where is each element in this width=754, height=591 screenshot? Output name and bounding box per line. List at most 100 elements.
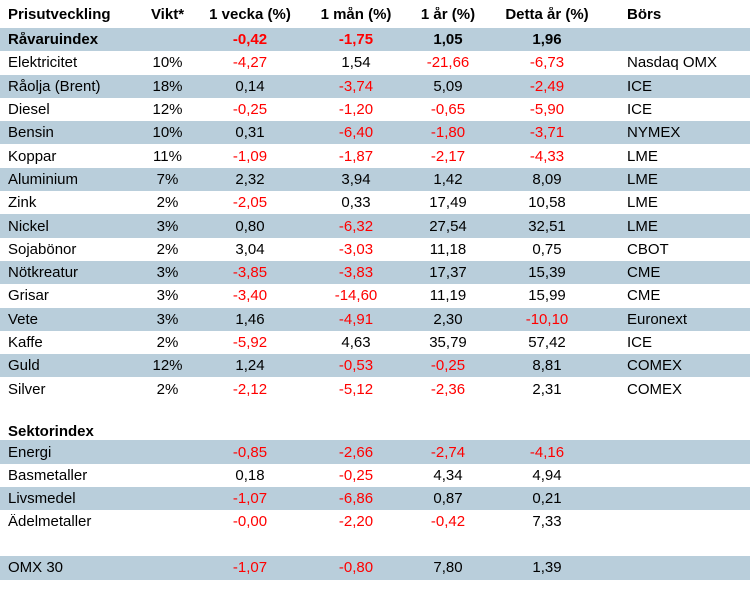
cell-exchange: ICE — [627, 78, 653, 94]
cell-year-change: 0,87 — [433, 491, 463, 507]
cell-week-change: -3,85 — [232, 265, 268, 281]
cell-month-change: -6,40 — [338, 125, 374, 141]
cell-year-change: -2,74 — [430, 444, 466, 460]
cell-exchange: LME — [627, 171, 658, 187]
cell-exchange: ICE — [627, 335, 653, 350]
table-row: Råvaruindex -0,42 -1,75 1,05 1,96 — [0, 28, 750, 52]
cell-weight: 3% — [156, 288, 179, 304]
cell-month-change: -0,53 — [338, 358, 374, 374]
cell-week-change: -0,42 — [232, 32, 268, 48]
cell-year-change: 2,30 — [433, 311, 463, 327]
table-row: Nötkreatur 3% -3,85 -3,83 17,37 15,39 CME — [0, 260, 750, 285]
cell-year-change: 1,05 — [433, 32, 463, 48]
cell-week-change: -4,27 — [232, 55, 268, 71]
cell-month-change: -1,20 — [338, 102, 374, 118]
cell-weight: 3% — [156, 311, 179, 327]
table-row: Livsmedel -1,07 -6,86 0,87 0,21 — [0, 487, 750, 511]
col-header-1-ar: 1 år (%) — [420, 6, 476, 22]
cell-ytd-change: 0,75 — [532, 241, 562, 257]
cell-name: Koppar — [8, 148, 57, 164]
cell-year-change: 17,37 — [429, 265, 467, 281]
cell-name: Zink — [8, 195, 37, 211]
cell-month-change: -0,80 — [338, 560, 374, 576]
cell-ytd-change: 0,21 — [532, 491, 562, 507]
table-row: Bensin 10% 0,31 -6,40 -1,80 -3,71 NYMEX — [0, 121, 750, 145]
cell-week-change: -1,07 — [232, 491, 268, 507]
cell-week-change: 0,80 — [235, 218, 265, 234]
cell-ytd-change: -4,33 — [529, 148, 565, 164]
cell-ytd-change: -3,71 — [529, 125, 565, 141]
cell-week-change: -1,07 — [232, 560, 268, 576]
section-header-row: Sektorindex — [0, 423, 750, 440]
cell-week-change: -2,12 — [232, 381, 268, 397]
cell-weight: 11% — [153, 148, 182, 164]
cell-weight: 12% — [152, 102, 183, 118]
cell-month-change: -6,86 — [338, 491, 374, 507]
cell-week-change: -0,00 — [232, 514, 268, 530]
cell-year-change: 4,34 — [433, 467, 463, 483]
cell-ytd-change: 8,09 — [532, 171, 562, 187]
cell-month-change: -3,83 — [338, 265, 374, 281]
cell-name: Vete — [8, 311, 39, 327]
cell-name: Grisar — [8, 288, 49, 304]
cell-ytd-change: 15,39 — [528, 265, 566, 281]
cell-weight: 10% — [152, 125, 183, 141]
cell-name: Ädelmetaller — [8, 514, 92, 530]
table-row: Nickel 3% 0,80 -6,32 27,54 32,51 LME — [0, 214, 750, 238]
cell-name: Råvaruindex — [8, 32, 99, 48]
col-header-1-man: 1 mån (%) — [320, 6, 392, 22]
cell-exchange: NYMEX — [627, 125, 681, 141]
cell-name: Silver — [8, 381, 46, 397]
cell-exchange: LME — [627, 195, 658, 211]
table-row: Aluminium 7% 2,32 3,94 1,42 8,09 LME — [0, 167, 750, 192]
cell-month-change: -1,75 — [338, 32, 374, 48]
cell-week-change: -3,40 — [232, 288, 268, 304]
cell-weight: 3% — [156, 218, 179, 234]
cell-week-change: -2,05 — [232, 195, 268, 211]
cell-ytd-change: 1,39 — [532, 560, 562, 576]
cell-year-change: 27,54 — [429, 218, 467, 234]
cell-year-change: 11,19 — [429, 288, 467, 304]
cell-ytd-change: -2,49 — [529, 78, 565, 94]
col-header-detta-ar: Detta år (%) — [505, 6, 589, 22]
cell-year-change: -0,65 — [430, 102, 466, 118]
cell-name: Livsmedel — [8, 491, 76, 507]
cell-ytd-change: 10,58 — [528, 195, 566, 211]
cell-name: Sojabönor — [8, 241, 77, 257]
cell-year-change: 17,49 — [429, 195, 467, 211]
cell-month-change: -1,87 — [338, 148, 374, 164]
cell-exchange: CBOT — [627, 241, 669, 257]
cell-ytd-change: 7,33 — [532, 514, 562, 530]
cell-exchange: CME — [627, 288, 661, 304]
cell-weight: 2% — [156, 195, 179, 211]
cell-weight: 2% — [156, 241, 179, 257]
cell-year-change: 11,18 — [429, 241, 467, 257]
cell-weight: 2% — [156, 335, 179, 350]
cell-month-change: -4,91 — [338, 311, 374, 327]
cell-exchange: Nasdaq OMX — [627, 55, 718, 71]
cell-ytd-change: 15,99 — [528, 288, 566, 304]
cell-weight: 10% — [152, 55, 183, 71]
cell-exchange: LME — [627, 218, 658, 234]
cell-month-change: 0,33 — [341, 195, 371, 211]
cell-exchange: ICE — [627, 102, 653, 118]
cell-month-change: -2,20 — [338, 514, 374, 530]
cell-exchange: CME — [627, 265, 661, 281]
table-row: Energi -0,85 -2,66 -2,74 -4,16 — [0, 440, 750, 464]
table-row: Vete 3% 1,46 -4,91 2,30 -10,10 Euronext — [0, 307, 750, 331]
cell-name: Nötkreatur — [8, 265, 79, 281]
cell-ytd-change: -10,10 — [525, 311, 569, 327]
cell-name: Aluminium — [8, 171, 79, 187]
table-row: Diesel 12% -0,25 -1,20 -0,65 -5,90 ICE — [0, 98, 750, 121]
table-row: Kaffe 2% -5,92 4,63 35,79 57,42 ICE — [0, 331, 750, 354]
table-row: Guld 12% 1,24 -0,53 -0,25 8,81 COMEX — [0, 354, 750, 378]
cell-week-change: 1,24 — [235, 358, 265, 374]
spacer-row — [0, 401, 750, 424]
cell-week-change: 2,32 — [235, 171, 265, 187]
cell-name: Diesel — [8, 102, 50, 118]
cell-week-change: 0,18 — [235, 467, 265, 483]
cell-month-change: -6,32 — [338, 218, 374, 234]
cell-exchange: COMEX — [627, 358, 683, 374]
cell-weight: 3% — [156, 265, 179, 281]
table-header-row: Prisutveckling Vikt* 1 vecka (%) 1 mån (… — [0, 0, 750, 28]
